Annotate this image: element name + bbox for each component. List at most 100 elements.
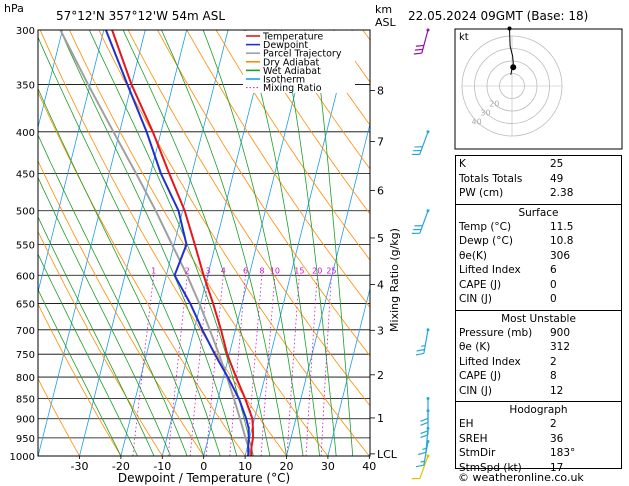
background-lines <box>38 30 370 456</box>
table-row: θe (K) 312 <box>459 341 618 355</box>
table-row: Temp (°C) 11.5 <box>459 221 618 235</box>
legend-label-0: Temperature <box>262 32 323 43</box>
table-row: Lifted Index 2 <box>459 356 618 370</box>
wet-adiabat-28 <box>243 30 320 456</box>
wet-adiabat-8 <box>59 30 238 456</box>
wet-adiabat-20 <box>161 30 287 456</box>
isotherm-0 <box>203 30 312 456</box>
isotherm-30 <box>327 286 370 456</box>
mixing-ratio-line-25 <box>320 275 332 456</box>
isotherm-10 <box>244 30 353 456</box>
row-value: 17 <box>550 461 564 474</box>
location-title: 57°12'N 357°12'W 54m ASL <box>56 9 225 23</box>
mixing-ratio-label-6: 6 <box>243 266 248 275</box>
row-value: 306 <box>550 249 571 262</box>
km-tick-5: 5 <box>377 232 384 245</box>
row-value: 2.38 <box>550 187 574 199</box>
mixing-ratio-line-1 <box>132 275 155 456</box>
hodograph-frame <box>454 28 623 150</box>
mixing-ratio-label-3: 3 <box>205 266 210 275</box>
pressure-tick-400: 400 <box>16 128 35 139</box>
row-value: 8 <box>550 370 557 382</box>
mixing-ratio-line-3 <box>189 275 209 456</box>
row-key: CIN (J) <box>459 293 492 305</box>
table-row: K 25 <box>459 158 618 172</box>
pressure-tick-600: 600 <box>16 271 35 282</box>
dry-adiabat-90 <box>245 30 370 215</box>
wind-barb-base <box>426 209 430 213</box>
asl-label: ASL <box>375 16 397 29</box>
table-separator <box>456 309 621 311</box>
dry-adiabat-60 <box>157 30 370 357</box>
pressure-tick-350: 350 <box>16 81 35 92</box>
row-key: StmDir <box>459 447 496 459</box>
x-tick-0: 0 <box>200 460 207 473</box>
row-value: 183° <box>550 447 576 459</box>
wind-barb-1000 <box>411 454 430 480</box>
row-value: 49 <box>550 172 564 185</box>
wind-barb-flag <box>420 434 429 439</box>
legend-label-4: Wet Adiabat <box>263 66 321 77</box>
dewpoint-line <box>104 30 250 456</box>
row-value: 11.5 <box>550 220 574 233</box>
wet-adiabat-24 <box>202 30 304 456</box>
row-value: 6 <box>550 264 557 276</box>
row-value: 2 <box>550 418 557 430</box>
axes: 3003504004505005506006507007508008509009… <box>10 26 398 473</box>
wind-barb-500 <box>411 209 430 235</box>
dry-adiabat--30 <box>38 377 80 456</box>
km-tick-7: 7 <box>377 135 384 148</box>
mixing-ratio-line-10 <box>260 275 276 456</box>
wind-barb-flag <box>420 460 425 463</box>
pressure-tick-750: 750 <box>16 350 35 361</box>
km-tick-1: 1 <box>377 412 384 425</box>
row-key: Pressure (mb) <box>459 326 533 339</box>
table-row: SREH 36 <box>459 433 618 447</box>
hodograph-end-dot <box>507 26 512 31</box>
hodograph-unit-label: kt <box>459 32 469 43</box>
pressure-tick-800: 800 <box>16 373 35 384</box>
pressure-tick-1000: 1000 <box>10 452 35 463</box>
table-row: Pressure (mb) 900 <box>459 327 618 341</box>
most-unstable-header: Most Unstable <box>501 312 576 325</box>
wind-barb-flag <box>415 44 424 47</box>
wind-barb-base <box>426 328 430 332</box>
wind-barb-base <box>426 28 430 32</box>
x-tick--20: -20 <box>112 460 130 473</box>
row-key: PW (cm) <box>459 187 504 199</box>
km-tick-6: 6 <box>377 184 384 197</box>
row-value: 2 <box>550 355 557 368</box>
hodograph-ring-label-40: 40 <box>472 117 482 126</box>
row-key: CAPE (J) <box>459 278 502 291</box>
km-tick-LCL: LCL <box>377 448 398 461</box>
table-row: Totals Totals 49 <box>459 173 618 187</box>
row-value: 0 <box>550 278 557 291</box>
pressure-tick-300: 300 <box>16 26 35 37</box>
isotherm--40 <box>38 30 146 456</box>
dry-adiabat-50 <box>127 30 370 407</box>
table-row: EH 2 <box>459 418 618 432</box>
row-key: Dewp (°C) <box>459 235 513 247</box>
pressure-tick-500: 500 <box>16 207 35 218</box>
row-key: CIN (J) <box>459 384 492 397</box>
x-tick--30: -30 <box>71 460 89 473</box>
wet-adiabat--12 <box>38 216 155 456</box>
wind-barb-300 <box>413 28 430 55</box>
row-key: CAPE (J) <box>459 370 502 382</box>
mixing-ratio-line-20 <box>305 275 318 456</box>
hodograph-ring-label-30: 30 <box>480 109 490 118</box>
wind-barb-base <box>426 130 430 134</box>
datetime-title: 22.05.2024 09GMT (Base: 18) <box>408 9 588 23</box>
km-label: km <box>375 3 392 16</box>
wind-barb-850 <box>420 396 430 426</box>
x-tick--10: -10 <box>153 460 171 473</box>
row-value: 12 <box>550 384 564 397</box>
profiles <box>59 30 254 456</box>
dry-adiabat-40 <box>98 30 370 456</box>
wind-barb-flag <box>420 430 429 435</box>
row-key: θe (K) <box>459 341 491 353</box>
wind-barb-flag <box>418 451 427 456</box>
table-row: Lifted Index 6 <box>459 264 618 278</box>
legend-label-1: Dewpoint <box>263 40 308 51</box>
